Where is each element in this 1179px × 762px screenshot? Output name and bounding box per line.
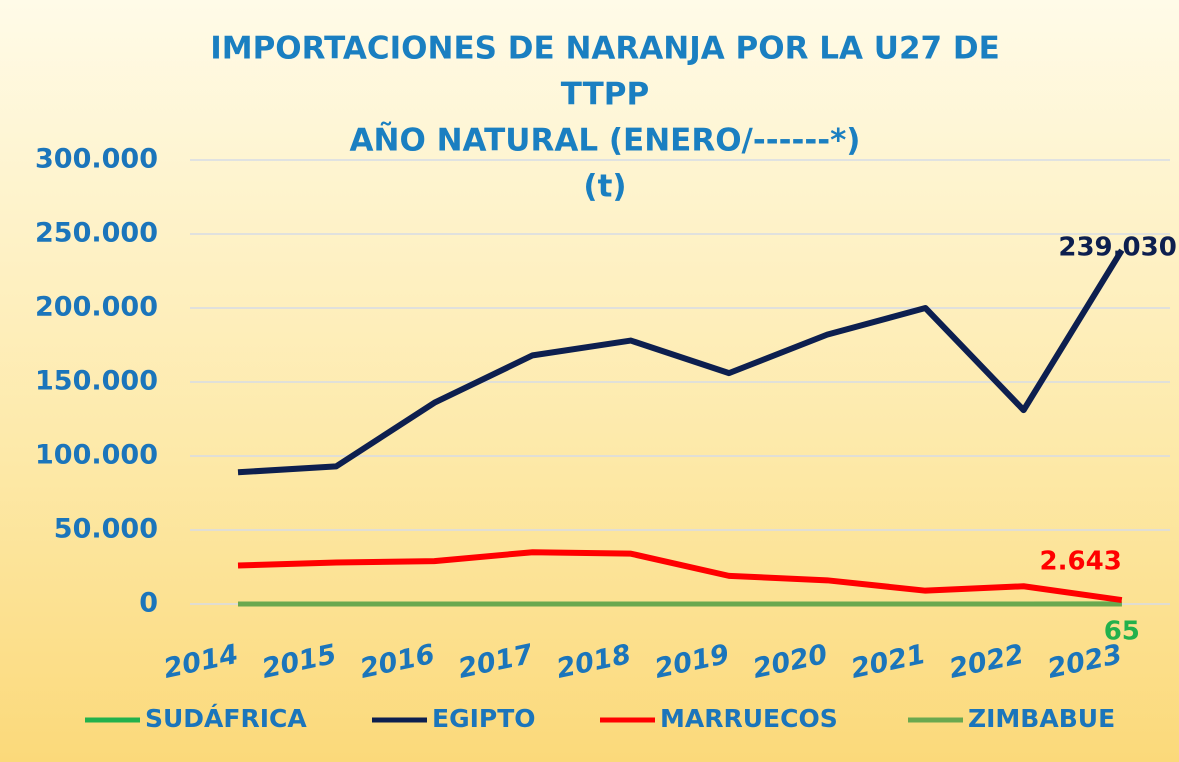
- y-tick-label: 200.000: [35, 292, 158, 323]
- y-tick-label: 150.000: [35, 366, 158, 397]
- legend-label: ZIMBABUE: [968, 704, 1115, 733]
- y-tick-label: 50.000: [54, 514, 158, 545]
- series-line: [237, 248, 1125, 476]
- legend-label: EGIPTO: [432, 704, 536, 733]
- chart-title: (t): [583, 169, 626, 205]
- chart-title: AÑO NATURAL (ENERO/------*): [350, 122, 861, 159]
- legend-label: MARRUECOS: [660, 704, 838, 733]
- y-tick-label: 250.000: [35, 218, 158, 249]
- series-line: [237, 549, 1123, 604]
- data-label: 239.030: [1058, 233, 1176, 263]
- y-tick-label: 300.000: [35, 144, 158, 175]
- chart-title: IMPORTACIONES DE NARANJA POR LA U27 DE: [210, 31, 1000, 67]
- y-tick-label: 100.000: [35, 440, 158, 471]
- legend-label: SUDÁFRICA: [145, 704, 307, 733]
- y-tick-label: 0: [139, 588, 158, 619]
- chart-title: TTPP: [561, 77, 649, 113]
- data-label: 65: [1104, 616, 1140, 646]
- data-label: 2.643: [1040, 547, 1122, 577]
